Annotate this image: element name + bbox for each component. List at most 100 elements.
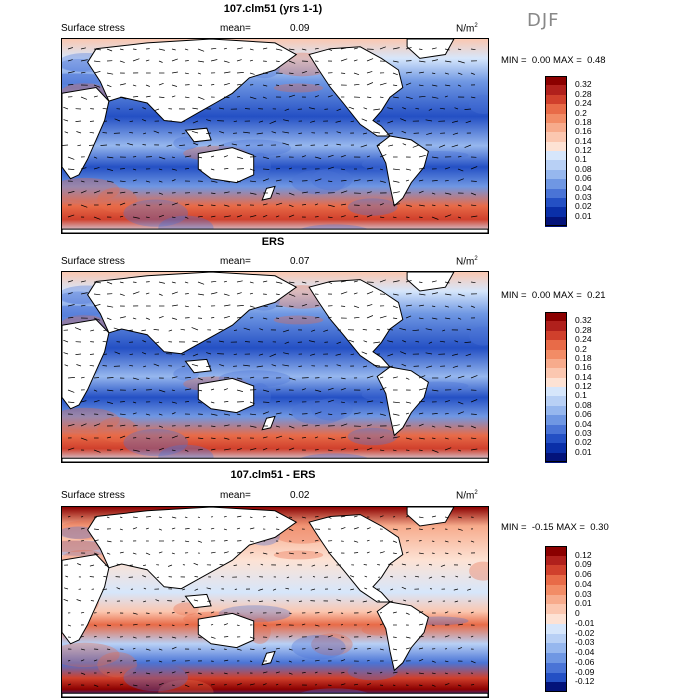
colorbar-tick-label: -0.09 (575, 666, 595, 677)
panel-2-field-label: Surface stress (61, 256, 125, 267)
panel-3-unit: N/m2 (456, 490, 478, 502)
panel-2-unit: N/m2 (456, 256, 478, 268)
colorbar-tick-label: -0.04 (575, 647, 595, 658)
panel-1-field-label: Surface stress (61, 23, 125, 34)
colorbar-tick-label: 0.28 (575, 88, 592, 99)
colorbar-swatch (545, 349, 567, 360)
colorbar-tick-label: -0.02 (575, 627, 595, 638)
colorbar-swatch (545, 546, 567, 557)
panel-3-title: 107.clm51 - ERS (230, 469, 316, 481)
colorbar-swatch (545, 188, 567, 199)
panel-1-mean-label: mean= (220, 23, 251, 34)
panel-1-title: 107.clm51 (yrs 1-1) (223, 3, 323, 15)
colorbar-swatch (545, 452, 567, 463)
colorbar-swatch (545, 377, 567, 388)
colorbar-tick-label: -0.06 (575, 656, 595, 667)
colorbar-swatch (545, 321, 567, 332)
map-canvas (62, 272, 488, 462)
colorbar-swatch (545, 424, 567, 435)
colorbar-tick-label: 0.06 (575, 173, 592, 184)
colorbar-tick-label: 0.1 (575, 154, 587, 165)
colorbar-swatch (545, 443, 567, 454)
colorbar-swatch (545, 623, 567, 635)
colorbar-swatch (545, 584, 567, 596)
colorbar-swatch (545, 216, 567, 227)
colorbar-swatch (545, 94, 567, 105)
colorbar-tick-label: 0.01 (575, 446, 592, 457)
colorbar-tick-label: 0.2 (575, 343, 587, 354)
colorbar-swatch (545, 122, 567, 133)
panel-3-map (61, 506, 489, 698)
season-label: DJF (527, 10, 560, 31)
colorbar-tick-label: 0.18 (575, 352, 592, 363)
colorbar-tick-label: 0.03 (575, 427, 592, 438)
colorbar-swatch (545, 633, 567, 644)
panel-1-min-max: MIN = 0.00 MAX = 0.48 (501, 55, 606, 66)
colorbar-tick-label: 0 (575, 608, 580, 619)
colorbar-swatch (545, 614, 567, 625)
colorbar-tick-label: 0.02 (575, 437, 592, 448)
colorbar-tick-label: 0.12 (575, 145, 592, 155)
colorbar-swatch (545, 643, 567, 654)
panel-1-colorbar: 0.32 0.28 0.24 0.2 0.18 0.16 0.14 0.12 0.1 0.08 0.… (545, 76, 615, 227)
colorbar-swatch (545, 207, 567, 218)
panel-2-map (61, 271, 489, 463)
colorbar-swatch (545, 104, 567, 114)
colorbar-swatch (545, 368, 567, 379)
panel-3-mean-value: 0.02 (290, 490, 310, 501)
colorbar-swatch (545, 76, 567, 86)
colorbar-tick-label: -0.01 (575, 617, 595, 628)
colorbar-tick-label: 0.03 (575, 588, 592, 599)
colorbar-swatch (545, 604, 567, 615)
colorbar-swatch (545, 85, 567, 96)
colorbar-tick-label: 0.12 (575, 381, 592, 391)
colorbar-swatch (545, 405, 567, 416)
colorbar-tick-label: 0.04 (575, 182, 592, 193)
colorbar-swatch (545, 132, 567, 143)
colorbar-tick-label: 0.16 (575, 362, 592, 373)
colorbar-swatch (545, 330, 567, 341)
map-canvas (62, 39, 488, 233)
colorbar-tick-label: 0.18 (575, 116, 592, 127)
colorbar-tick-label: 0.06 (575, 569, 592, 580)
colorbar-tick-label: 0.14 (575, 371, 592, 382)
colorbar-tick-label: 0.02 (575, 201, 592, 212)
panel-1-mean-value: 0.09 (290, 23, 310, 34)
colorbar-swatch (545, 555, 567, 566)
panel-2-mean-label: mean= (220, 256, 251, 267)
colorbar-swatch (545, 340, 567, 350)
colorbar-tick-label: -0.12 (575, 676, 595, 687)
panel-3-colorbar: 0.12 0.09 0.06 0.04 0.03 0.01 0 -0.01 -0.02 -0.03… (545, 546, 615, 693)
colorbar-tick-label: -0.03 (575, 637, 595, 648)
panel-1-map (61, 38, 489, 234)
colorbar-swatch (545, 197, 567, 208)
colorbar-tick-label: 0.01 (575, 598, 592, 609)
colorbar-swatch (545, 169, 567, 180)
colorbar-swatch (545, 653, 567, 664)
panel-2-colorbar: 0.32 0.28 0.24 0.2 0.18 0.16 0.14 0.12 0.1 0.08 0.… (545, 312, 615, 463)
colorbar-swatch (545, 594, 567, 605)
colorbar-tick-label: 0.01 (575, 210, 592, 221)
panel-2-mean-value: 0.07 (290, 256, 310, 267)
colorbar-swatch (545, 565, 567, 576)
colorbar-swatch (545, 141, 567, 152)
colorbar-tick-label: 0.2 (575, 107, 587, 118)
colorbar-swatch (545, 415, 567, 425)
colorbar-tick-label: 0.08 (575, 399, 592, 410)
colorbar-tick-label: 0.04 (575, 418, 592, 429)
map-canvas (62, 507, 488, 697)
panel-3-mean-label: mean= (220, 490, 251, 501)
colorbar-swatch (545, 312, 567, 322)
colorbar-swatch (545, 113, 567, 124)
colorbar-tick-label: 0.09 (575, 559, 592, 570)
colorbar-swatch (545, 672, 567, 683)
panel-1-unit: N/m2 (456, 23, 478, 35)
colorbar-swatch (545, 358, 567, 369)
colorbar-tick-label: 0.32 (575, 79, 592, 90)
colorbar-swatch (545, 151, 567, 161)
colorbar-tick-label: 0.04 (575, 578, 592, 589)
colorbar-tick-label: 0.14 (575, 135, 592, 146)
colorbar-tick-label: 0.24 (575, 334, 592, 345)
colorbar-swatch (545, 179, 567, 189)
colorbar-tick-label: 0.12 (575, 549, 592, 560)
